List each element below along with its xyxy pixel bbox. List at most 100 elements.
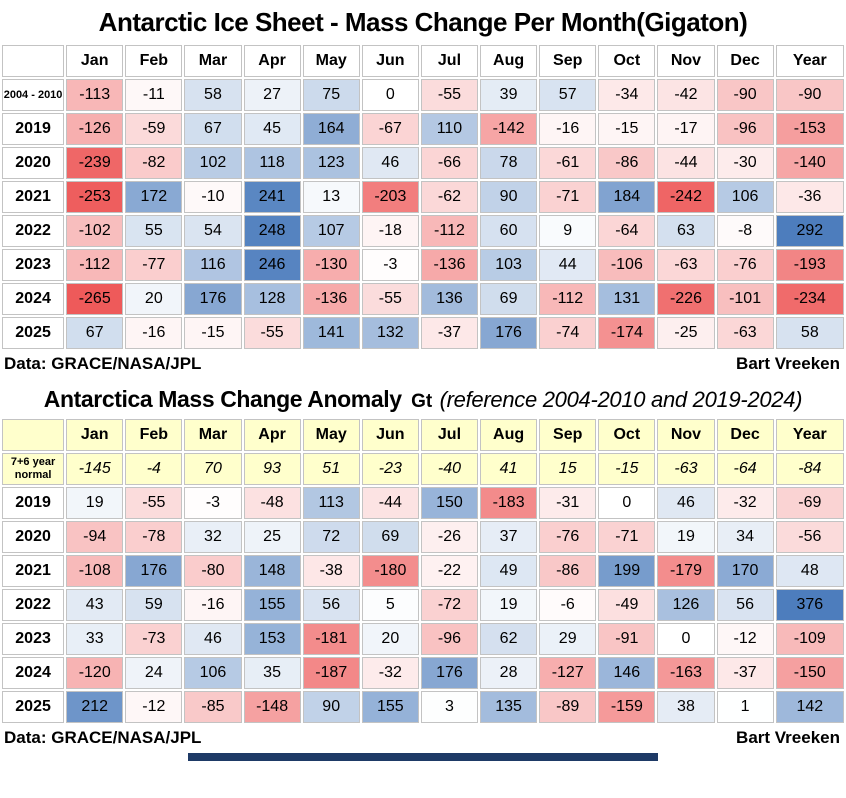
value-cell: -37 bbox=[420, 317, 479, 349]
value-cell: -239 bbox=[66, 147, 124, 179]
column-header-apr: Apr bbox=[243, 419, 301, 451]
value-cell: -44 bbox=[361, 487, 419, 519]
row-label: 7+6 year normal bbox=[2, 453, 65, 485]
value-cell: 28 bbox=[480, 657, 538, 689]
value-cell: 19 bbox=[480, 589, 538, 621]
anomaly-title-unit: Gt bbox=[411, 391, 433, 412]
value-cell: 24 bbox=[125, 657, 183, 689]
value-cell: -136 bbox=[420, 249, 479, 281]
table2-footer: Data: GRACE/NASA/JPL Bart Vreeken bbox=[0, 725, 846, 750]
value-cell: -71 bbox=[539, 181, 597, 213]
value-cell: 19 bbox=[657, 521, 715, 553]
value-cell: -136 bbox=[302, 283, 360, 315]
value-cell: 170 bbox=[716, 555, 774, 587]
value-cell: -80 bbox=[184, 555, 242, 587]
value-cell: 69 bbox=[480, 283, 538, 315]
value-cell: -8 bbox=[716, 215, 774, 247]
value-cell: -55 bbox=[361, 283, 419, 315]
value-cell: 150 bbox=[420, 487, 479, 519]
value-cell: 49 bbox=[480, 555, 538, 587]
author-label: Bart Vreeken bbox=[736, 728, 840, 747]
value-cell: -30 bbox=[716, 147, 774, 179]
value-cell: 3 bbox=[420, 691, 479, 723]
value-cell: -11 bbox=[125, 79, 183, 111]
value-cell: -113 bbox=[66, 79, 124, 111]
table-row: 2024 -265 20 176 128 -136 -55 136 69 -112 131 -226-… bbox=[2, 283, 844, 315]
value-cell: 43 bbox=[66, 589, 124, 621]
value-cell: -15 bbox=[184, 317, 242, 349]
table-row: 2004 - 2010 -113 -11 58 27 75 0 -55 39 57 -34 -42 -9… bbox=[2, 79, 844, 111]
row-label: 2019 bbox=[2, 487, 65, 519]
value-cell: 46 bbox=[657, 487, 715, 519]
value-cell: 45 bbox=[243, 113, 301, 145]
value-cell: 38 bbox=[657, 691, 715, 723]
value-cell: -36 bbox=[775, 181, 844, 213]
table-row: 2021 -253 172 -10 241 13 -203 -62 90 -71 184 -242 10… bbox=[2, 181, 844, 213]
column-header-jun: Jun bbox=[361, 45, 419, 77]
mass-change-table: Jan Feb Mar Apr May Jun Jul Aug Sep Oct Nov Dec Year… bbox=[0, 43, 846, 351]
value-cell: -42 bbox=[657, 79, 715, 111]
column-header-oct: Oct bbox=[598, 45, 656, 77]
value-cell: -12 bbox=[716, 623, 774, 655]
value-cell: 33 bbox=[66, 623, 124, 655]
value-cell: -48 bbox=[243, 487, 301, 519]
value-cell: -112 bbox=[420, 215, 479, 247]
value-cell: -86 bbox=[539, 555, 597, 587]
value-cell: -112 bbox=[66, 249, 124, 281]
value-cell: -77 bbox=[125, 249, 183, 281]
table-row: 2019 19 -55 -3 -48 113 -44 150 -183 -31 0 46 -32 -69 bbox=[2, 487, 844, 519]
value-cell: -187 bbox=[302, 657, 360, 689]
value-cell: 128 bbox=[243, 283, 301, 315]
normal-value-cell: 51 bbox=[302, 453, 360, 485]
value-cell: -15 bbox=[598, 113, 656, 145]
table-row: 2019 -126 -59 67 45 164 -67 110 -142 -16 -15 -17 -96… bbox=[2, 113, 844, 145]
value-cell: -69 bbox=[775, 487, 844, 519]
corner-cell bbox=[2, 419, 65, 451]
value-cell: -10 bbox=[184, 181, 242, 213]
normal-value-cell: -145 bbox=[66, 453, 124, 485]
row-label: 2022 bbox=[2, 589, 65, 621]
value-cell: -82 bbox=[125, 147, 183, 179]
value-cell: -71 bbox=[598, 521, 656, 553]
value-cell: -150 bbox=[775, 657, 844, 689]
header-row: Jan Feb Mar Apr May Jun Jul Aug Sep Oct Nov Dec Year bbox=[2, 419, 844, 451]
anomaly-table: Jan Feb Mar Apr May Jun Jul Aug Sep Oct Nov Dec Year… bbox=[0, 417, 846, 725]
value-cell: 164 bbox=[302, 113, 360, 145]
value-cell: 155 bbox=[361, 691, 419, 723]
value-cell: -181 bbox=[302, 623, 360, 655]
value-cell: 63 bbox=[657, 215, 715, 247]
value-cell: 58 bbox=[775, 317, 844, 349]
table-row: 2022 -102 55 54 248 107 -18 -112 60 9 -64 63 -8 292 bbox=[2, 215, 844, 247]
row-label: 2023 bbox=[2, 623, 65, 655]
value-cell: 176 bbox=[184, 283, 242, 315]
value-cell: 241 bbox=[243, 181, 301, 213]
value-cell: 110 bbox=[420, 113, 479, 145]
value-cell: -66 bbox=[420, 147, 479, 179]
value-cell: -180 bbox=[361, 555, 419, 587]
value-cell: -78 bbox=[125, 521, 183, 553]
value-cell: -101 bbox=[716, 283, 774, 315]
column-header-year: Year bbox=[775, 45, 844, 77]
corner-cell bbox=[2, 45, 65, 77]
value-cell: -109 bbox=[775, 623, 844, 655]
normal-value-cell: -40 bbox=[420, 453, 479, 485]
value-cell: 35 bbox=[243, 657, 301, 689]
value-cell: -16 bbox=[539, 113, 597, 145]
column-header-jul: Jul bbox=[420, 419, 479, 451]
row-label: 2004 - 2010 bbox=[2, 79, 65, 111]
value-cell: 39 bbox=[480, 79, 538, 111]
value-cell: -91 bbox=[598, 623, 656, 655]
normal-value-cell: 93 bbox=[243, 453, 301, 485]
normal-value-cell: -15 bbox=[598, 453, 656, 485]
value-cell: 69 bbox=[361, 521, 419, 553]
value-cell: -203 bbox=[361, 181, 419, 213]
row-label: 2024 bbox=[2, 657, 65, 689]
value-cell: -38 bbox=[302, 555, 360, 587]
data-source-label: Data: GRACE/NASA/JPL bbox=[4, 728, 202, 747]
value-cell: 58 bbox=[184, 79, 242, 111]
value-cell: 126 bbox=[657, 589, 715, 621]
table-row: 2022 43 59 -16 155 56 5 -72 19 -6 -49 126 56 376 bbox=[2, 589, 844, 621]
row-label: 2022 bbox=[2, 215, 65, 247]
value-cell: 78 bbox=[480, 147, 538, 179]
value-cell: -67 bbox=[361, 113, 419, 145]
